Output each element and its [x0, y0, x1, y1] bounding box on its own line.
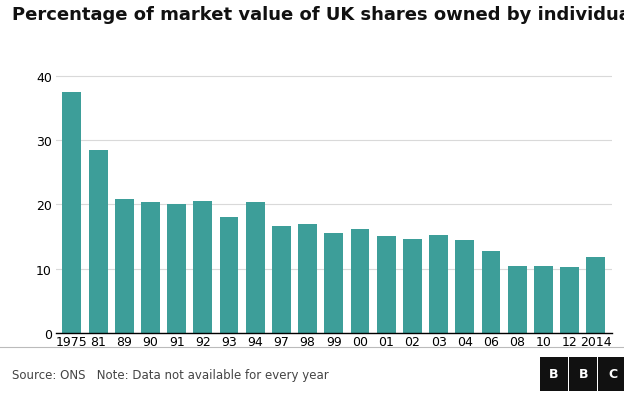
Bar [560, 267, 579, 333]
Bar [115, 200, 134, 333]
Bar [377, 236, 396, 333]
Bar [403, 239, 422, 333]
Bar [534, 266, 553, 333]
Bar [351, 229, 369, 333]
Bar [456, 241, 474, 333]
Bar [482, 251, 500, 333]
Bar [429, 236, 448, 333]
Text: B: B [578, 367, 588, 381]
Bar [167, 204, 186, 333]
Text: C: C [608, 367, 617, 381]
Bar [89, 150, 107, 333]
Bar [272, 226, 291, 333]
Bar [587, 257, 605, 333]
Text: B: B [549, 367, 558, 381]
Bar [298, 224, 317, 333]
Text: Source: ONS   Note: Data not available for every year: Source: ONS Note: Data not available for… [12, 368, 329, 381]
Text: Percentage of market value of UK shares owned by individuals: Percentage of market value of UK shares … [12, 6, 624, 24]
Bar [62, 93, 81, 333]
Bar [246, 203, 265, 333]
Bar [193, 202, 212, 333]
Bar [508, 266, 527, 333]
Bar [220, 218, 238, 333]
Bar [141, 203, 160, 333]
Bar [324, 233, 343, 333]
